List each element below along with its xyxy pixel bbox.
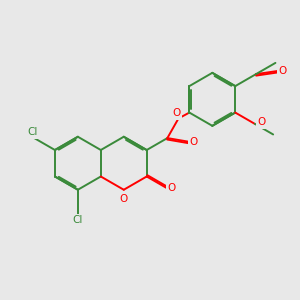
Text: O: O [279,66,287,76]
Text: Cl: Cl [73,215,83,225]
Text: O: O [120,194,128,204]
Text: O: O [167,183,175,193]
Text: O: O [173,108,181,118]
Text: Cl: Cl [28,127,38,137]
Text: O: O [257,117,266,128]
Text: O: O [189,137,198,147]
